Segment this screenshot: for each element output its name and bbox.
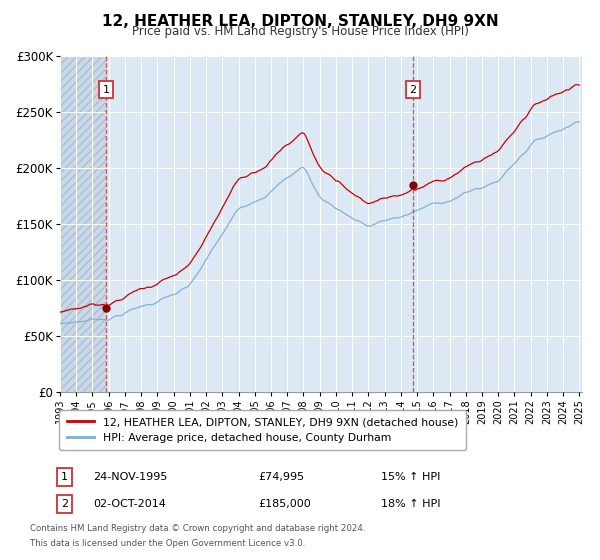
- Text: 1: 1: [61, 472, 68, 482]
- Text: Price paid vs. HM Land Registry's House Price Index (HPI): Price paid vs. HM Land Registry's House …: [131, 25, 469, 38]
- Text: This data is licensed under the Open Government Licence v3.0.: This data is licensed under the Open Gov…: [30, 539, 305, 548]
- Text: 1: 1: [103, 85, 109, 95]
- Text: 15% ↑ HPI: 15% ↑ HPI: [381, 472, 440, 482]
- Text: 2: 2: [61, 499, 68, 509]
- Bar: [60, 56, 106, 392]
- Text: 02-OCT-2014: 02-OCT-2014: [93, 499, 166, 509]
- Text: £74,995: £74,995: [258, 472, 304, 482]
- Legend: 12, HEATHER LEA, DIPTON, STANLEY, DH9 9XN (detached house), HPI: Average price, : 12, HEATHER LEA, DIPTON, STANLEY, DH9 9X…: [59, 409, 466, 450]
- Text: Contains HM Land Registry data © Crown copyright and database right 2024.: Contains HM Land Registry data © Crown c…: [30, 524, 365, 533]
- Text: 24-NOV-1995: 24-NOV-1995: [93, 472, 167, 482]
- Text: 2: 2: [409, 85, 416, 95]
- Text: 12, HEATHER LEA, DIPTON, STANLEY, DH9 9XN: 12, HEATHER LEA, DIPTON, STANLEY, DH9 9X…: [101, 14, 499, 29]
- Text: £185,000: £185,000: [258, 499, 311, 509]
- Text: 18% ↑ HPI: 18% ↑ HPI: [381, 499, 440, 509]
